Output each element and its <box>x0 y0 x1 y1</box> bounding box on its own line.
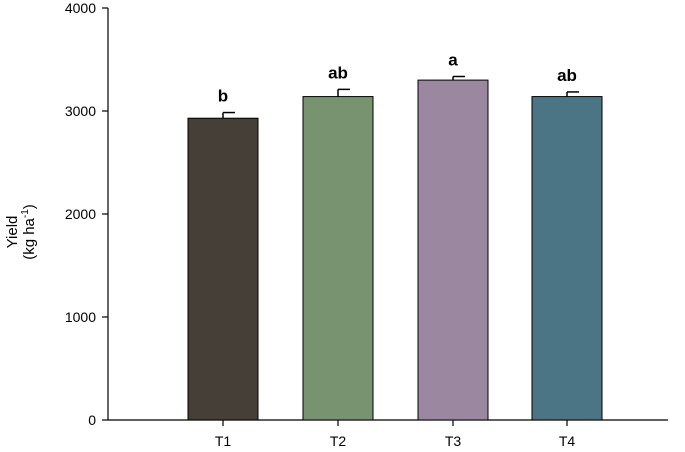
x-axis: T1 T2 T3 T4 <box>108 419 668 449</box>
y-tick-label: 4000 <box>65 0 96 16</box>
y-tick-label: 3000 <box>65 103 96 119</box>
x-tick-label: T4 <box>559 433 576 449</box>
y-axis-title: Yield (kg ha-1) <box>4 204 38 260</box>
bars-group <box>187 79 603 421</box>
y-axis-title-line2: (kg ha-1) <box>20 204 38 260</box>
y-tick-label: 1000 <box>65 309 96 325</box>
bar-t1 <box>187 117 259 421</box>
x-tick-label: T2 <box>330 433 347 449</box>
y-tick-label: 2000 <box>65 206 96 222</box>
significance-labels-group: b ab a ab <box>218 50 577 105</box>
significance-label: ab <box>328 63 348 82</box>
bar-t3 <box>417 79 489 421</box>
bar-t4 <box>531 96 603 421</box>
bar-t2 <box>302 96 374 421</box>
significance-label: b <box>218 87 228 106</box>
y-tick-label: 0 <box>88 412 96 428</box>
x-tick-label: T3 <box>445 433 462 449</box>
y-ticks: 0 1000 2000 3000 4000 <box>65 0 108 428</box>
x-tick-label: T1 <box>215 433 232 449</box>
y-axis: 0 1000 2000 3000 4000 <box>65 0 109 428</box>
y-axis-title-line1: Yield <box>4 216 21 249</box>
significance-label: ab <box>557 66 577 85</box>
error-bars-group <box>222 75 579 119</box>
significance-label: a <box>448 50 458 69</box>
x-ticks: T1 T2 T3 T4 <box>215 420 576 449</box>
